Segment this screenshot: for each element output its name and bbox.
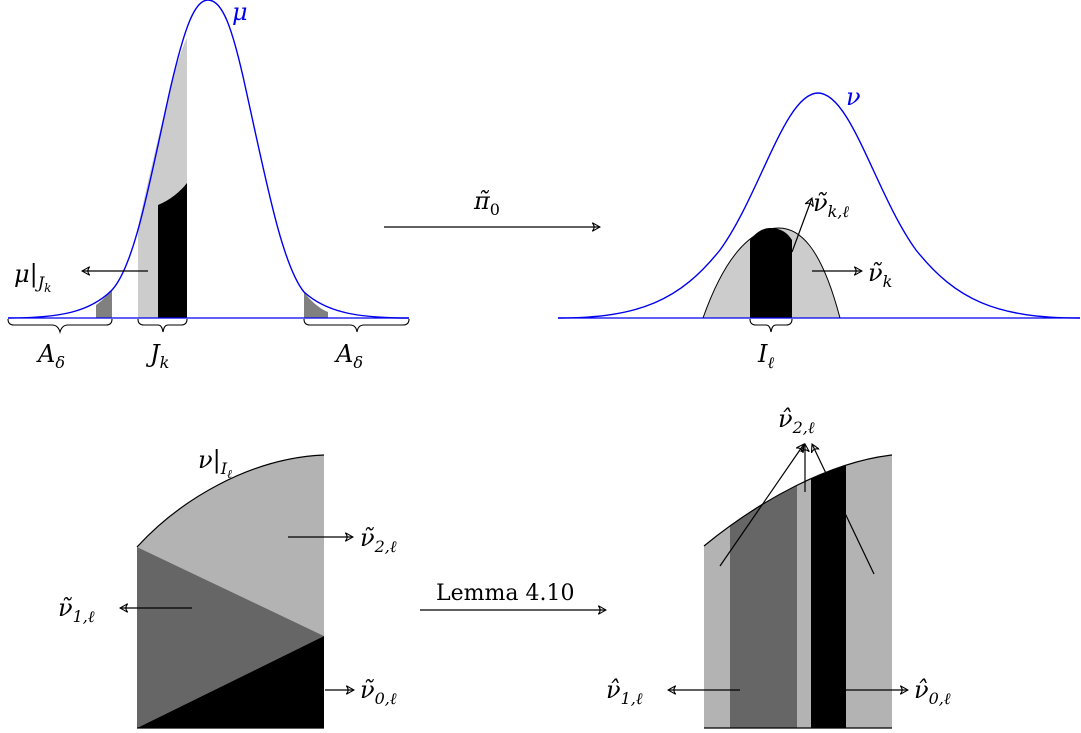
mu-right-tail-shading (304, 292, 328, 318)
nu0-region (137, 636, 324, 728)
nu-panel: ν ν̃k,ℓ ν̃k Iℓ (557, 83, 1081, 372)
nu-k-ell-label: ν̃k,ℓ (813, 189, 849, 221)
hat-nu0-label: ν̂0,ℓ (914, 676, 951, 708)
nu1-region (137, 547, 324, 728)
mu-black-bar (158, 183, 187, 318)
restriction-curve (136, 454, 325, 548)
decomposition-curve (703, 454, 893, 547)
nu2-label: ν̃2,ℓ (360, 524, 397, 556)
a-delta-left-brace (7, 318, 113, 334)
hat-nu2-strip-left (704, 455, 730, 728)
hat-nu2-label: ν̂2,ℓ (778, 405, 815, 437)
a-delta-left-label: Aδ (36, 340, 65, 372)
hat-nu1-strip (730, 455, 797, 728)
nu-k-ell-bar (750, 228, 792, 318)
hat-nu2-strip-mid (797, 455, 811, 728)
mu-panel: μ μ|Jk Aδ Jk Aδ (7, 0, 410, 372)
i-ell-brace (749, 318, 793, 333)
nu-curve (557, 92, 1081, 319)
i-ell-label: Iℓ (757, 340, 774, 372)
mu-restriction-label: μ|Jk (14, 260, 51, 295)
mu-label: μ (232, 0, 248, 26)
hat-nu1-label: ν̂1,ℓ (606, 676, 643, 708)
pi-map: π̃0 (384, 187, 600, 227)
nu1-label: ν̃1,ℓ (58, 594, 95, 626)
hat-nu2-arrow-right (812, 444, 875, 575)
a-delta-right-brace (303, 318, 410, 333)
hat-nu2-arrow-left (719, 444, 804, 567)
a-delta-right-label: Aδ (334, 340, 363, 372)
nu-k-label: ν̃k (868, 259, 892, 291)
mu-curve (7, 0, 410, 319)
pi-label: π̃0 (473, 187, 500, 219)
restriction-panel: ν|Iℓ ν̃2,ℓ ν̃1,ℓ ν̃0,ℓ (58, 446, 397, 729)
lemma-map: Lemma 4.10 (420, 581, 606, 610)
decomposition-panel: ν̂2,ℓ ν̂1,ℓ ν̂0,ℓ (606, 405, 951, 729)
hat-nu0-strip (811, 455, 846, 728)
hat-nu2-strip-right (846, 455, 892, 728)
lemma-label: Lemma 4.10 (436, 581, 574, 606)
nu0-label: ν̃0,ℓ (360, 676, 397, 708)
j-k-brace (137, 318, 188, 333)
nu-restriction-label: ν|Iℓ (198, 446, 232, 481)
j-k-label: Jk (145, 340, 169, 372)
nu-label: ν (846, 83, 861, 111)
nu-k-ell-arrow (791, 198, 812, 253)
mu-left-tail-shading (96, 290, 112, 318)
nu2-region (137, 455, 324, 636)
